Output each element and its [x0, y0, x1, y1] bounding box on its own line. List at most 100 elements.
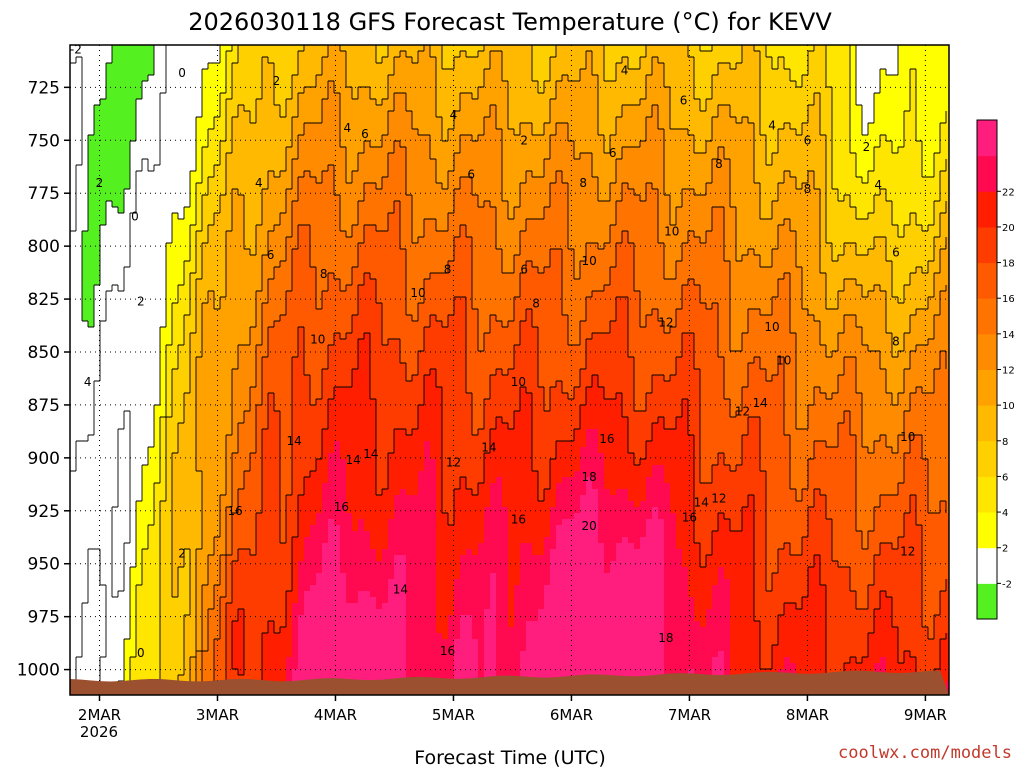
field-cell	[160, 153, 167, 160]
field-cell	[874, 129, 881, 136]
field-cell	[292, 135, 299, 142]
field-cell	[634, 177, 641, 184]
field-cell	[892, 201, 899, 208]
field-cell	[196, 87, 203, 94]
field-cell	[634, 207, 641, 214]
field-cell	[400, 189, 407, 196]
field-cell	[418, 81, 425, 88]
field-cell	[898, 171, 905, 178]
field-cell	[586, 219, 593, 226]
field-cell	[88, 219, 95, 226]
field-cell	[346, 111, 353, 118]
field-cell	[304, 225, 311, 232]
field-cell	[280, 225, 287, 232]
field-cell	[856, 63, 863, 70]
field-cell	[802, 219, 809, 226]
field-cell	[478, 213, 485, 220]
field-cell	[718, 183, 725, 190]
field-cell	[712, 45, 719, 52]
field-cell	[688, 153, 695, 160]
field-cell	[466, 207, 473, 214]
field-cell	[700, 45, 707, 52]
field-cell	[574, 117, 581, 124]
field-cell	[472, 129, 479, 136]
field-cell	[448, 153, 455, 160]
field-cell	[676, 117, 683, 124]
field-cell	[382, 51, 389, 58]
field-cell	[322, 51, 329, 58]
field-cell	[934, 57, 941, 64]
field-cell	[448, 75, 455, 82]
field-cell	[124, 57, 131, 64]
field-cell	[136, 159, 143, 166]
field-cell	[850, 69, 857, 76]
field-cell	[706, 141, 713, 148]
field-cell	[562, 225, 569, 232]
field-cell	[928, 189, 935, 196]
field-cell	[688, 219, 695, 226]
field-cell	[706, 237, 713, 244]
field-cell	[172, 81, 179, 88]
field-cell	[202, 189, 209, 196]
field-cell	[160, 111, 167, 118]
field-cell	[844, 51, 851, 58]
field-cell	[784, 195, 791, 202]
field-cell	[814, 213, 821, 220]
field-cell	[298, 99, 305, 106]
field-cell	[616, 63, 623, 70]
field-cell	[328, 69, 335, 76]
field-cell	[604, 111, 611, 118]
field-cell	[232, 147, 239, 154]
field-cell	[916, 87, 923, 94]
field-cell	[856, 207, 863, 214]
field-cell	[142, 165, 149, 172]
field-cell	[520, 123, 527, 130]
field-cell	[646, 99, 653, 106]
field-cell	[310, 51, 317, 58]
field-cell	[946, 135, 949, 142]
field-cell	[106, 117, 113, 124]
field-cell	[598, 237, 605, 244]
field-cell	[820, 153, 827, 160]
field-cell	[412, 87, 419, 94]
field-cell	[658, 195, 665, 202]
field-cell	[928, 237, 935, 244]
field-cell	[514, 123, 521, 130]
field-cell	[172, 105, 179, 112]
field-cell	[598, 231, 605, 238]
field-cell	[880, 93, 887, 100]
field-cell	[256, 195, 263, 202]
field-cell	[724, 195, 731, 202]
field-cell	[160, 165, 167, 172]
field-cell	[568, 195, 575, 202]
field-cell	[292, 171, 299, 178]
field-cell	[532, 189, 539, 196]
field-cell	[88, 183, 95, 190]
field-cell	[172, 129, 179, 136]
field-cell	[778, 123, 785, 130]
field-cell	[802, 153, 809, 160]
field-cell	[550, 177, 557, 184]
field-cell	[334, 69, 341, 76]
field-cell	[700, 81, 707, 88]
field-cell	[148, 231, 155, 238]
field-cell	[172, 99, 179, 106]
field-cell	[322, 69, 329, 76]
field-cell	[796, 147, 803, 154]
field-cell	[400, 111, 407, 118]
field-cell	[478, 171, 485, 178]
field-cell	[760, 231, 767, 238]
field-cell	[814, 111, 821, 118]
field-cell	[274, 93, 281, 100]
field-cell	[172, 75, 179, 82]
field-cell	[262, 99, 269, 106]
field-cell	[160, 117, 167, 124]
field-cell	[268, 165, 275, 172]
field-cell	[478, 117, 485, 124]
field-cell	[70, 57, 77, 64]
field-cell	[178, 225, 185, 232]
field-cell	[178, 165, 185, 172]
field-cell	[790, 129, 797, 136]
field-cell	[586, 81, 593, 88]
field-cell	[802, 63, 809, 70]
